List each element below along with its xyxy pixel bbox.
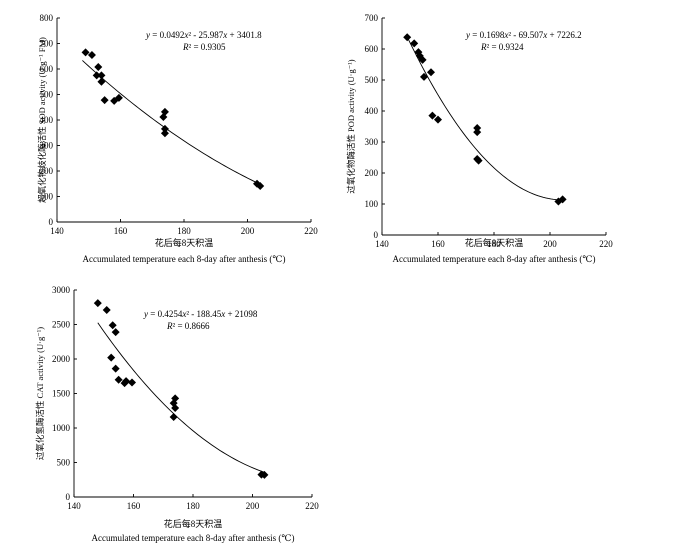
x-tick-label: 180 xyxy=(186,501,200,511)
y-tick-label: 600 xyxy=(40,64,54,74)
regression-curve xyxy=(406,36,559,201)
data-point xyxy=(111,328,120,337)
data-point xyxy=(434,115,442,124)
data-point xyxy=(169,412,178,421)
x-axis-label-en: Accumulated temperature each 8-day after… xyxy=(393,254,596,264)
x-tick-label: 140 xyxy=(67,501,81,511)
data-point xyxy=(420,72,428,81)
y-tick-label: 400 xyxy=(40,115,54,125)
data-point xyxy=(473,124,482,133)
y-axis-label: 超氧化物歧化酶活性 SOD activity (U·g⁻¹ FM) xyxy=(37,37,47,203)
x-tick-label: 180 xyxy=(177,226,191,236)
y-tick-label: 400 xyxy=(365,106,379,116)
regression-curve xyxy=(97,322,265,473)
x-tick-label: 140 xyxy=(375,239,389,249)
data-point xyxy=(160,124,169,133)
regression-equation: y = 0.1698x² - 69.507x + 7226.2 xyxy=(465,30,582,40)
data-point xyxy=(87,50,96,59)
y-tick-label: 2000 xyxy=(52,354,71,364)
y-tick-label: 1500 xyxy=(52,389,71,399)
data-point xyxy=(100,96,109,105)
r-squared: R² = 0.9305 xyxy=(182,42,226,52)
data-point xyxy=(403,33,412,42)
x-tick-label: 220 xyxy=(305,501,319,511)
y-tick-label: 1000 xyxy=(52,423,71,433)
data-point xyxy=(171,403,180,412)
data-point xyxy=(122,377,131,386)
chart-panel-2: 0 100 200 300 400 500 600 700 140 160 180 200 220 y =… xyxy=(346,13,613,264)
r-squared: R² = 0.9324 xyxy=(480,42,524,52)
x-tick-label: 160 xyxy=(431,239,445,249)
x-tick-label: 160 xyxy=(127,501,141,511)
data-point xyxy=(128,378,137,387)
y-tick-label: 0 xyxy=(66,492,71,502)
data-point xyxy=(260,470,269,479)
r-squared: R² = 0.8666 xyxy=(166,321,210,331)
y-axis-label: 过氧化氢酶活性 CAT activity (U·g⁻¹) xyxy=(35,327,45,460)
y-tick-label: 500 xyxy=(40,90,54,100)
y-tick-label: 0 xyxy=(49,217,54,227)
data-point xyxy=(92,71,101,80)
y-tick-label: 500 xyxy=(365,75,379,85)
y-tick-label: 800 xyxy=(40,13,54,23)
regression-equation: y = 0.0492x² - 25.987x + 3401.8 xyxy=(145,30,262,40)
data-point xyxy=(427,68,435,77)
y-tick-label: 600 xyxy=(365,44,379,54)
y-tick-label: 500 xyxy=(57,458,71,468)
x-axis-label-cn: 花后每8天积温 xyxy=(465,237,524,248)
y-tick-label: 3000 xyxy=(52,285,71,295)
data-point xyxy=(102,306,111,315)
x-axis-label-en: Accumulated temperature each 8-day after… xyxy=(83,254,286,264)
data-point xyxy=(428,111,437,120)
data-point xyxy=(558,195,567,204)
data-point xyxy=(107,353,116,362)
y-tick-label: 100 xyxy=(365,199,379,209)
x-tick-label: 220 xyxy=(304,226,318,236)
x-tick-label: 200 xyxy=(246,501,260,511)
data-point xyxy=(410,39,419,48)
y-tick-label: 700 xyxy=(40,39,54,49)
y-tick-label: 700 xyxy=(365,13,379,23)
data-point xyxy=(111,364,120,373)
x-axis-label-en: Accumulated temperature each 8-day after… xyxy=(92,533,295,543)
y-tick-label: 2500 xyxy=(52,320,71,330)
data-point xyxy=(97,71,106,80)
data-point xyxy=(160,129,169,138)
data-point xyxy=(159,112,168,121)
x-tick-label: 160 xyxy=(114,226,128,236)
y-tick-label: 200 xyxy=(365,168,379,178)
y-tick-label: 300 xyxy=(365,137,379,147)
data-point xyxy=(114,375,123,384)
x-tick-label: 180 xyxy=(487,239,501,249)
data-point xyxy=(473,128,482,137)
x-axis-label-cn: 花后每8天积温 xyxy=(155,237,214,248)
data-point xyxy=(81,48,90,57)
x-tick-label: 200 xyxy=(241,226,255,236)
data-point xyxy=(256,182,265,191)
x-tick-label: 140 xyxy=(50,226,64,236)
data-point xyxy=(418,55,427,64)
data-point xyxy=(93,299,102,308)
y-tick-label: 100 xyxy=(40,192,54,202)
x-axis-label-cn: 花后每8天积温 xyxy=(164,518,223,529)
y-tick-label: 200 xyxy=(40,166,54,176)
chart-panel-1: 0 100 200 300 400 500 600 700 800 140 160 180 200 220… xyxy=(37,13,318,264)
data-point xyxy=(474,156,483,165)
x-tick-label: 220 xyxy=(599,239,613,249)
x-tick-label: 200 xyxy=(543,239,557,249)
regression-curve xyxy=(82,60,261,185)
data-point xyxy=(97,77,106,86)
y-axis-label: 过氧化物酶活性 POD activity (U·g⁻¹) xyxy=(346,59,356,193)
chart-panel-3: 0 500 1000 1500 2000 2500 3000 140 160 180 200 220 y… xyxy=(35,285,319,543)
y-tick-label: 0 xyxy=(374,230,379,240)
data-point xyxy=(94,62,103,71)
y-tick-label: 300 xyxy=(40,141,54,151)
regression-equation: y = 0.4254x² - 188.45x + 21098 xyxy=(143,309,258,319)
data-point xyxy=(114,93,123,102)
data-point xyxy=(108,321,117,330)
